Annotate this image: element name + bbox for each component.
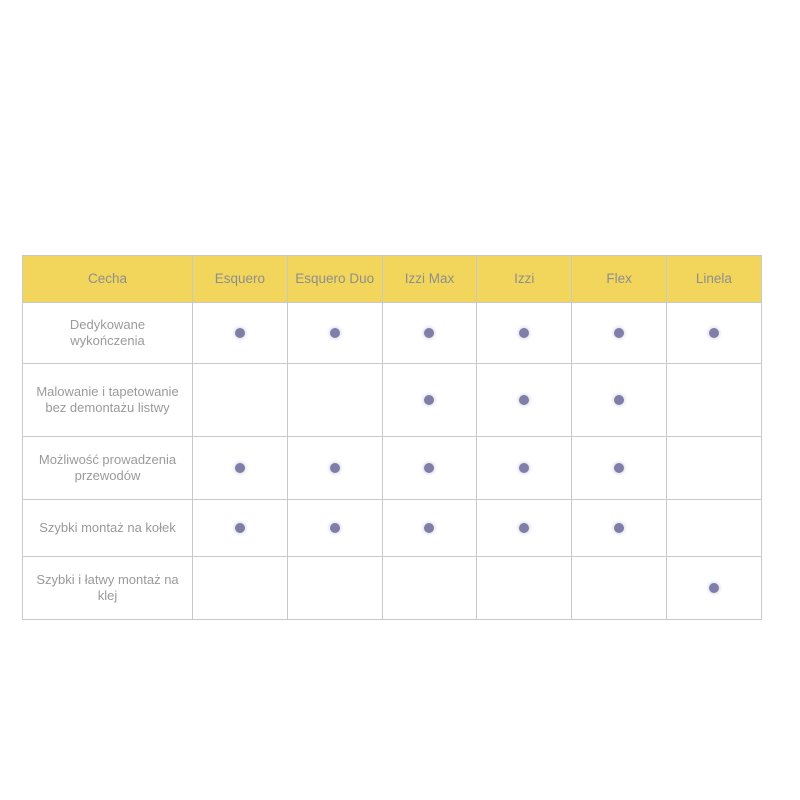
column-header-izzi: Izzi: [476, 255, 573, 303]
mark-cell-linela: [665, 436, 762, 500]
mark-cell-esquero-duo: [286, 363, 383, 437]
mark-cell-flex: [571, 499, 667, 557]
mark-cell-flex: [571, 363, 667, 437]
mark-cell-linela: [665, 302, 762, 364]
dot-marker: [519, 463, 530, 474]
mark-cell-izzi-max: [381, 499, 478, 557]
mark-cell-esquero-duo: [286, 302, 383, 364]
dot-marker: [329, 523, 340, 534]
dot-marker: [234, 328, 245, 339]
feature-label: Możliwość prowadzenia przewodów: [22, 436, 193, 500]
header-row: Cecha Esquero Esquero Duo Izzi Max Izzi …: [22, 255, 762, 303]
dot-marker: [519, 328, 530, 339]
dot-marker: [614, 463, 625, 474]
mark-cell-izzi: [476, 363, 573, 437]
product-feature-comparison-table: Cecha Esquero Esquero Duo Izzi Max Izzi …: [22, 255, 762, 620]
column-header-feature: Cecha: [22, 255, 193, 303]
mark-cell-izzi: [476, 556, 573, 620]
mark-cell-esquero: [192, 302, 288, 364]
mark-cell-esquero-duo: [286, 436, 383, 500]
mark-cell-linela: [665, 556, 762, 620]
mark-cell-izzi: [476, 436, 573, 500]
column-header-linela: Linela: [665, 255, 762, 303]
feature-label: Malowanie i tapetowanie bez demontażu li…: [22, 363, 193, 437]
column-header-izzi-max: Izzi Max: [381, 255, 478, 303]
dot-marker: [614, 328, 625, 339]
mark-cell-izzi: [476, 499, 573, 557]
mark-cell-linela: [665, 363, 762, 437]
mark-cell-flex: [571, 556, 667, 620]
dot-marker: [708, 328, 719, 339]
column-header-flex: Flex: [571, 255, 667, 303]
mark-cell-esquero: [192, 499, 288, 557]
dot-marker: [329, 463, 340, 474]
mark-cell-izzi-max: [381, 436, 478, 500]
mark-cell-flex: [571, 302, 667, 364]
mark-cell-linela: [665, 499, 762, 557]
dot-marker: [614, 523, 625, 534]
feature-label: Szybki montaż na kołek: [22, 499, 193, 557]
mark-cell-esquero: [192, 556, 288, 620]
mark-cell-izzi-max: [381, 556, 478, 620]
comparison-table-container: Cecha Esquero Esquero Duo Izzi Max Izzi …: [22, 255, 762, 620]
table-body: Dedykowane wykończenia: [22, 302, 762, 620]
table-header: Cecha Esquero Esquero Duo Izzi Max Izzi …: [22, 255, 762, 303]
table-row: Możliwość prowadzenia przewodów: [22, 436, 762, 500]
mark-cell-esquero: [192, 436, 288, 500]
mark-cell-izzi: [476, 302, 573, 364]
mark-cell-esquero: [192, 363, 288, 437]
dot-marker: [424, 523, 435, 534]
dot-marker: [424, 463, 435, 474]
dot-marker: [708, 583, 719, 594]
dot-marker: [424, 328, 435, 339]
dot-marker: [234, 463, 245, 474]
mark-cell-flex: [571, 436, 667, 500]
table-row: Szybki i łatwy montaż na klej: [22, 556, 762, 620]
dot-marker: [614, 395, 625, 406]
feature-label: Dedykowane wykończenia: [22, 302, 193, 364]
column-header-esquero: Esquero: [192, 255, 288, 303]
dot-marker: [424, 395, 435, 406]
table-row: Malowanie i tapetowanie bez demontażu li…: [22, 363, 762, 437]
dot-marker: [234, 523, 245, 534]
dot-marker: [519, 523, 530, 534]
mark-cell-izzi-max: [381, 302, 478, 364]
dot-marker: [329, 328, 340, 339]
mark-cell-izzi-max: [381, 363, 478, 437]
mark-cell-esquero-duo: [286, 556, 383, 620]
table-row: Szybki montaż na kołek: [22, 499, 762, 557]
column-header-esquero-duo: Esquero Duo: [286, 255, 383, 303]
dot-marker: [519, 395, 530, 406]
table-row: Dedykowane wykończenia: [22, 302, 762, 364]
feature-label: Szybki i łatwy montaż na klej: [22, 556, 193, 620]
mark-cell-esquero-duo: [286, 499, 383, 557]
